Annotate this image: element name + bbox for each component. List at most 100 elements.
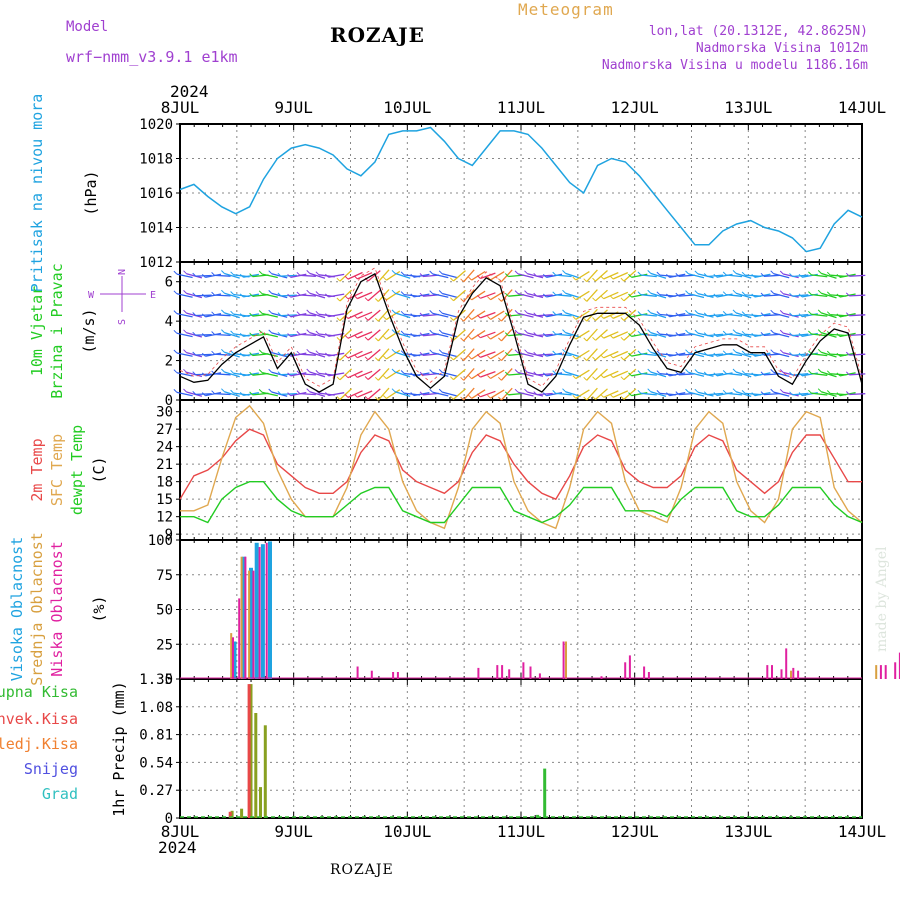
wind-barb bbox=[432, 312, 449, 318]
wind-barb bbox=[328, 313, 345, 318]
wind-barb bbox=[500, 269, 513, 283]
wind-barb-tail bbox=[400, 310, 405, 315]
y-tick-label: 27 bbox=[156, 422, 173, 438]
wind-barb bbox=[299, 333, 316, 337]
wind-barb-tail bbox=[533, 272, 538, 277]
temp-series-label: dewpt Temp bbox=[68, 425, 86, 515]
wind-barb bbox=[394, 351, 411, 358]
x-tick-label-top: 10JUL bbox=[383, 98, 431, 117]
wind-barb-tail bbox=[450, 317, 454, 321]
y-tick-label: 12 bbox=[156, 510, 173, 526]
wind-barb bbox=[176, 391, 193, 397]
wind-barb-tail bbox=[789, 312, 793, 317]
wind-barb-tail bbox=[675, 273, 680, 277]
wind-barb bbox=[186, 273, 203, 279]
wind-barb bbox=[517, 312, 534, 318]
wind-barb-tail bbox=[845, 312, 850, 317]
wind-barb-tail bbox=[504, 371, 509, 376]
wind-barb bbox=[367, 368, 381, 380]
wind-barb-tail bbox=[383, 395, 387, 399]
wind-barb-tail bbox=[600, 315, 604, 319]
wind-barb-tail bbox=[620, 376, 625, 381]
wind-barb bbox=[811, 274, 828, 278]
wind-barb-tail bbox=[694, 388, 699, 393]
wind-barb-tail bbox=[647, 388, 652, 393]
wind-barb bbox=[821, 391, 837, 398]
wind-barb bbox=[735, 312, 752, 319]
wind-barb bbox=[697, 332, 714, 338]
wind-barb-tail bbox=[400, 291, 405, 295]
wind-barb bbox=[347, 331, 363, 339]
wind-barb-tail bbox=[637, 291, 642, 296]
wind-barb-tail bbox=[514, 329, 519, 334]
wind-barb bbox=[726, 294, 743, 297]
pressure-line bbox=[179, 126, 863, 253]
model-elevation-label: Nadmorska Visina u modelu 1186.16m bbox=[601, 58, 868, 73]
compass-south: S bbox=[117, 319, 128, 325]
wind-barb bbox=[271, 273, 288, 279]
wind-barb-tail bbox=[826, 350, 831, 355]
wind-barb-tail bbox=[336, 297, 341, 302]
wind-barb-tail bbox=[779, 329, 784, 334]
wind-title-2: Brzina i Pravac bbox=[48, 263, 66, 398]
wind-barb-tail bbox=[410, 273, 415, 278]
wind-barb bbox=[669, 273, 686, 278]
wind-barb-tail bbox=[713, 273, 718, 278]
wind-barb-tail bbox=[306, 388, 311, 393]
wind-barb bbox=[527, 332, 544, 338]
cloud-bar bbox=[797, 670, 800, 679]
wind-barb-tail bbox=[192, 312, 197, 316]
wind-barb-tail bbox=[685, 388, 689, 393]
wind-barb bbox=[575, 349, 590, 360]
wind-barb-tail bbox=[325, 273, 329, 278]
wind-barb bbox=[586, 328, 598, 342]
wind-barb-tail bbox=[637, 271, 642, 276]
wind-barb-tail bbox=[808, 310, 812, 315]
wind-barb-tail bbox=[713, 333, 718, 337]
wind-barb-tail bbox=[438, 369, 443, 373]
wind-barb bbox=[471, 389, 486, 399]
wind-barb bbox=[821, 371, 837, 378]
x-tick-label-bottom: 9JUL bbox=[274, 822, 313, 841]
wind-barb bbox=[271, 332, 288, 338]
wind-barb bbox=[575, 271, 590, 281]
wind-barb bbox=[413, 293, 430, 298]
wind-barb-tail bbox=[277, 272, 282, 277]
wind-barb-tail bbox=[211, 272, 215, 276]
wind-barb-tail bbox=[239, 352, 244, 357]
wind-barb-tail bbox=[694, 270, 699, 275]
compass-north: N bbox=[117, 269, 128, 275]
wind-barb-tail bbox=[845, 391, 850, 395]
wind-barb bbox=[650, 331, 667, 338]
wind-barb-tail bbox=[419, 312, 424, 317]
wind-barb bbox=[575, 369, 590, 380]
wind-barb bbox=[480, 292, 496, 299]
wind-barb-tail bbox=[514, 310, 519, 314]
wind-barb bbox=[555, 294, 572, 297]
wind-barb bbox=[640, 392, 657, 396]
wind-barb bbox=[773, 352, 790, 358]
wind-barb-tail bbox=[542, 333, 547, 337]
wind-barb-tail bbox=[487, 296, 491, 301]
wind-barb-tail bbox=[514, 270, 519, 275]
wind-barb-tail bbox=[383, 316, 387, 320]
wind-barb bbox=[688, 292, 705, 299]
wind-barb-tail bbox=[296, 271, 301, 276]
wind-barb-tail bbox=[364, 356, 369, 361]
wind-barb-tail bbox=[524, 388, 528, 393]
y-tick-label: 0 bbox=[165, 811, 173, 827]
wind-barb-tail bbox=[230, 330, 234, 335]
cloud-bar bbox=[249, 567, 253, 679]
wind-barb-tail bbox=[336, 277, 341, 282]
wind-barb bbox=[176, 273, 193, 279]
wind-barb-tail bbox=[514, 349, 519, 354]
wind-barb-tail bbox=[770, 290, 775, 294]
wind-barb-tail bbox=[789, 371, 793, 376]
wind-barb-tail bbox=[468, 395, 472, 399]
wind-barb bbox=[754, 293, 771, 298]
wind-barb bbox=[452, 329, 466, 341]
wind-barb-tail bbox=[609, 295, 614, 300]
wind-barb-tail bbox=[344, 334, 349, 339]
wind-barb bbox=[612, 331, 629, 339]
wind-barb-tail bbox=[336, 396, 341, 400]
